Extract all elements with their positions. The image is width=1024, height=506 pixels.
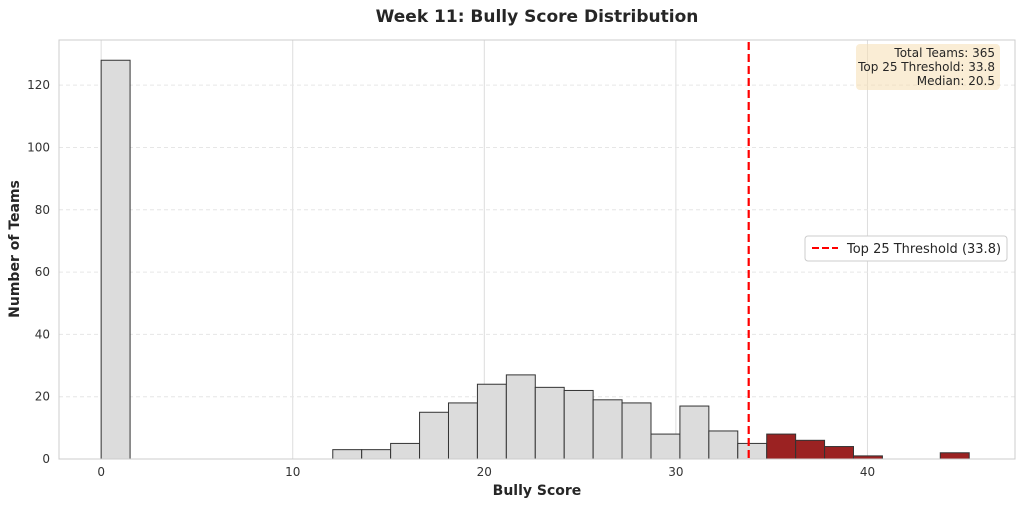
plot-frame xyxy=(58,39,1016,460)
legend: Top 25 Threshold (33.8) xyxy=(804,235,1008,262)
histogram-bar xyxy=(679,405,710,460)
y-tick-label: 100 xyxy=(27,140,50,154)
stats-median: Median: 20.5 xyxy=(917,74,995,88)
x-tick-label: 10 xyxy=(285,465,300,479)
histogram-bar-top25 xyxy=(766,433,797,460)
histogram-bar xyxy=(100,59,131,460)
y-tick-label: 20 xyxy=(35,390,50,404)
histogram-bar-top25 xyxy=(824,446,854,460)
histogram-bar xyxy=(592,399,623,460)
y-axis-label: Number of Teams xyxy=(7,180,23,318)
y-tick-label: 80 xyxy=(35,203,50,217)
histogram-bar xyxy=(621,402,652,460)
histogram-bar xyxy=(737,442,768,460)
stats-threshold: Top 25 Threshold: 33.8 xyxy=(857,60,995,74)
x-tick-label: 0 xyxy=(97,465,105,479)
stats-annotation-background xyxy=(856,44,1000,90)
histogram-bar xyxy=(505,374,536,460)
stats-annotation: Total Teams: 365 Top 25 Threshold: 33.8 … xyxy=(856,44,1000,90)
histogram-bar xyxy=(563,389,594,460)
histogram-bar xyxy=(390,442,421,460)
histogram-bar xyxy=(534,386,565,460)
y-tick-label: 0 xyxy=(42,452,50,466)
legend-box xyxy=(804,235,1008,262)
histogram-bar xyxy=(650,433,681,460)
legend-threshold-label: Top 25 Threshold (33.8) xyxy=(846,242,1001,257)
x-tick-label: 40 xyxy=(860,465,875,479)
histogram-bar-top25 xyxy=(795,439,826,460)
x-axis-label: Bully Score xyxy=(493,483,582,499)
histogram-bar xyxy=(332,449,363,460)
histogram-bar xyxy=(419,411,449,460)
chart-title: Week 11: Bully Score Distribution xyxy=(376,7,699,27)
histogram-bar xyxy=(476,383,507,460)
y-tick-label: 120 xyxy=(27,78,50,92)
y-tick-label: 60 xyxy=(35,265,50,279)
y-tick-labels: 0 20 40 60 80 100 120 xyxy=(27,78,50,466)
x-tick-label: 20 xyxy=(477,465,492,479)
histogram-bar xyxy=(361,449,392,460)
histogram-bar-top25 xyxy=(939,452,970,460)
x-tick-label: 30 xyxy=(668,465,683,479)
stats-total-teams: Total Teams: 365 xyxy=(893,46,995,60)
histogram-bar xyxy=(708,430,739,460)
x-tick-labels: 0 10 20 30 40 xyxy=(97,465,875,479)
histogram-bar xyxy=(447,402,478,460)
y-tick-label: 40 xyxy=(35,327,50,341)
